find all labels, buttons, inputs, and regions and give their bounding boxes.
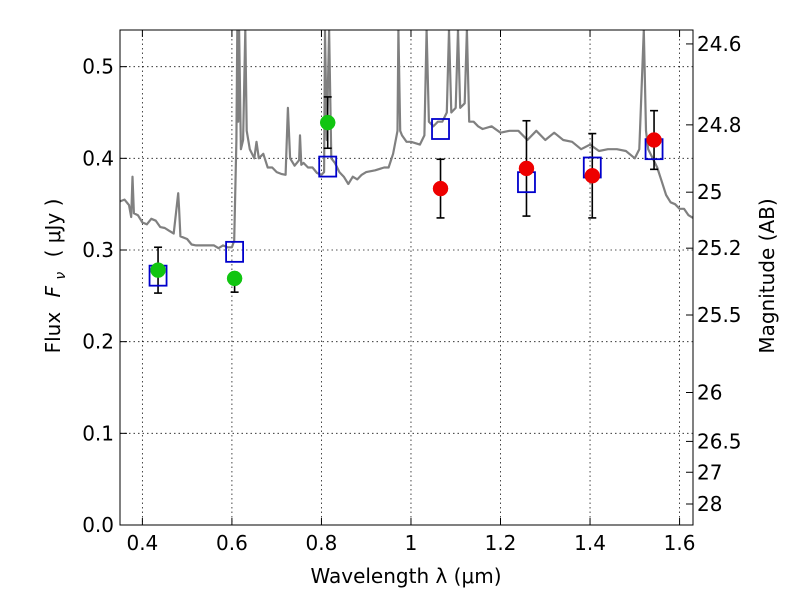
x-tick-label: 1.2 — [485, 531, 517, 555]
x-axis-title: Wavelength λ (μm) — [310, 564, 501, 588]
y-tick-label: 0.1 — [82, 421, 114, 445]
observed-point-red — [518, 160, 535, 177]
y2-tick-label: 24.6 — [697, 32, 742, 56]
y2-axis-title: Magnitude (AB) — [755, 198, 779, 353]
y-axis-title-subscript: ν — [53, 272, 69, 280]
y2-tick-label: 28 — [697, 492, 722, 516]
y2-tick-label: 25.2 — [697, 236, 742, 260]
model-box — [431, 118, 450, 140]
observed-point-red — [584, 168, 601, 184]
model-box — [318, 155, 338, 178]
x-tick-label: 0.4 — [126, 531, 158, 555]
y-tick-label: 0.5 — [82, 55, 114, 79]
model-box — [225, 240, 245, 263]
y2-tick-label: 26.5 — [697, 429, 742, 453]
y2-tick-label: 26 — [697, 381, 722, 405]
observed-point-green — [226, 270, 243, 287]
x-tick-label: 1.6 — [664, 531, 696, 555]
y-axis-title-unit: ( μJy ) — [41, 199, 65, 258]
y-tick-label: 0.0 — [82, 513, 114, 537]
y2-tick-label: 25 — [697, 180, 722, 204]
x-tick-label: 0.6 — [216, 531, 248, 555]
y2-tick-label: 24.8 — [697, 113, 742, 137]
y2-tick-label: 25.5 — [697, 303, 742, 327]
observed-point-red — [646, 132, 662, 148]
y-axis-title-prefix: Flux — [41, 312, 65, 354]
observed-point-green — [150, 262, 166, 278]
plot-frame — [119, 29, 694, 526]
y-tick-label: 0.3 — [82, 238, 114, 262]
y-tick-label: 0.2 — [82, 330, 114, 354]
grid-lines — [120, 30, 693, 526]
x-tick-label: 0.8 — [306, 531, 338, 555]
y2-tick-label: 27 — [697, 460, 722, 484]
spectrum-line — [120, 30, 693, 250]
y-axis-title-symbol: F — [41, 285, 65, 297]
y-tick-label: 0.4 — [82, 146, 114, 170]
template-spectrum — [120, 30, 693, 250]
observed-point-green — [319, 114, 336, 131]
y-axis-title: Flux F ν ( μJy ) — [41, 199, 70, 354]
x-tick-label: 1.4 — [574, 531, 606, 555]
model-boxes — [148, 118, 664, 287]
observed-points — [150, 114, 662, 287]
axis-ticks: 0.4 0.6 0.8 1 1.2 1.4 1.6 0.0 0.1 0.2 0.3 0.4 0.5 24.… — [82, 30, 742, 555]
x-tick-label: 1 — [405, 531, 418, 555]
observed-point-red — [432, 180, 449, 197]
error-bars — [154, 96, 659, 294]
